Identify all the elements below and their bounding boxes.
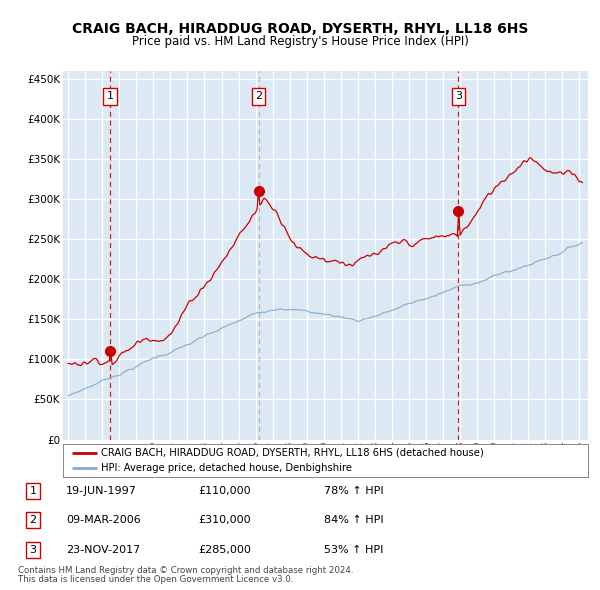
Text: CRAIG BACH, HIRADDUG ROAD, DYSERTH, RHYL, LL18 6HS (detached house): CRAIG BACH, HIRADDUG ROAD, DYSERTH, RHYL…: [101, 448, 484, 458]
Text: HPI: Average price, detached house, Denbighshire: HPI: Average price, detached house, Denb…: [101, 463, 352, 473]
Text: £285,000: £285,000: [198, 545, 251, 555]
Text: 1: 1: [29, 486, 37, 496]
Text: Price paid vs. HM Land Registry's House Price Index (HPI): Price paid vs. HM Land Registry's House …: [131, 35, 469, 48]
Text: 2: 2: [255, 91, 262, 101]
Text: 19-JUN-1997: 19-JUN-1997: [66, 486, 137, 496]
Text: 3: 3: [29, 545, 37, 555]
Text: 09-MAR-2006: 09-MAR-2006: [66, 516, 141, 525]
Text: CRAIG BACH, HIRADDUG ROAD, DYSERTH, RHYL, LL18 6HS: CRAIG BACH, HIRADDUG ROAD, DYSERTH, RHYL…: [72, 22, 528, 37]
Text: Contains HM Land Registry data © Crown copyright and database right 2024.: Contains HM Land Registry data © Crown c…: [18, 566, 353, 575]
Text: 53% ↑ HPI: 53% ↑ HPI: [324, 545, 383, 555]
Text: This data is licensed under the Open Government Licence v3.0.: This data is licensed under the Open Gov…: [18, 575, 293, 584]
Text: £110,000: £110,000: [198, 486, 251, 496]
Text: £310,000: £310,000: [198, 516, 251, 525]
Text: 2: 2: [29, 516, 37, 525]
Text: 1: 1: [107, 91, 113, 101]
Text: 23-NOV-2017: 23-NOV-2017: [66, 545, 140, 555]
Text: 84% ↑ HPI: 84% ↑ HPI: [324, 516, 383, 525]
Text: 78% ↑ HPI: 78% ↑ HPI: [324, 486, 383, 496]
Text: 3: 3: [455, 91, 462, 101]
